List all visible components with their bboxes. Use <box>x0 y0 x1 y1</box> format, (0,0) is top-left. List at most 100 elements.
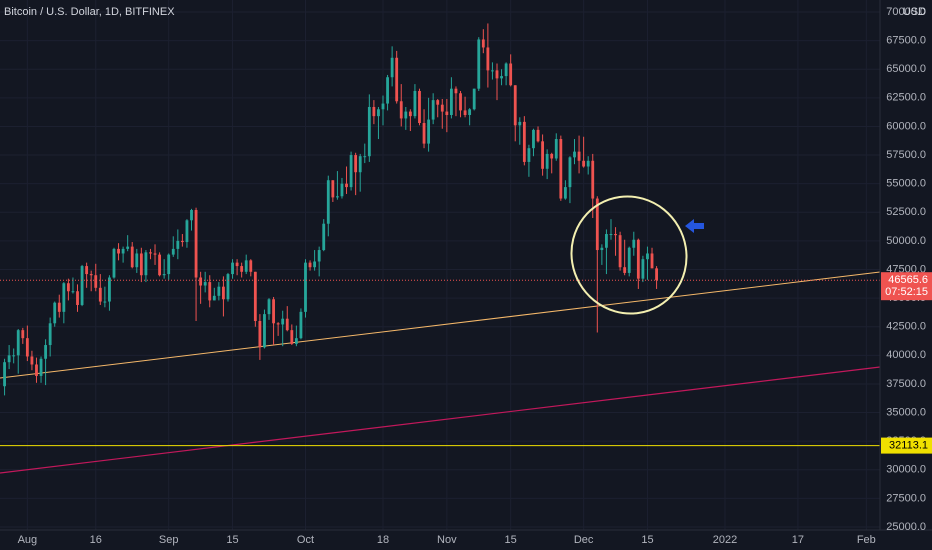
candle-body <box>591 160 595 199</box>
y-tick-label: 70000.0 <box>886 6 926 18</box>
candle-body <box>98 287 102 302</box>
candle-body <box>513 85 517 126</box>
candle-body <box>595 198 599 251</box>
candle-body <box>413 90 417 117</box>
candle-body <box>16 330 20 356</box>
candle-body <box>522 121 526 162</box>
candle-body <box>130 246 134 268</box>
candle-body <box>605 234 608 248</box>
candle-body <box>504 63 508 77</box>
candle-body <box>235 262 239 267</box>
plot-area <box>0 23 881 474</box>
annotations <box>570 195 704 315</box>
x-tick-label: Nov <box>437 534 457 546</box>
candle-body <box>294 338 298 344</box>
candle-body <box>240 266 244 272</box>
candle-body <box>199 277 203 286</box>
candle-body <box>3 362 6 387</box>
candle-body <box>331 180 335 198</box>
x-tick-label: 2022 <box>713 534 737 546</box>
y-tick-label: 50000.0 <box>886 235 926 247</box>
y-tick-label: 60000.0 <box>886 120 926 132</box>
candle-body <box>481 39 485 48</box>
candle-body <box>39 358 43 376</box>
candle-body <box>550 153 554 159</box>
candle-body <box>80 266 84 305</box>
x-tick-label: Feb <box>857 534 876 546</box>
candle-body <box>57 302 61 312</box>
candle-body <box>112 248 116 278</box>
candle-body <box>53 302 57 324</box>
candle-body <box>158 254 161 276</box>
candle-body <box>94 275 98 288</box>
candle-body <box>304 262 307 312</box>
candle-body <box>646 253 649 260</box>
candle-body <box>500 76 503 79</box>
candle-body <box>349 155 353 188</box>
currency-label: USD <box>903 6 926 18</box>
candle-body <box>135 253 139 268</box>
candle-body <box>71 291 75 293</box>
candle-body <box>486 47 490 71</box>
candle-body <box>518 121 522 126</box>
y-tick-label: 57500.0 <box>886 149 926 161</box>
candle-body <box>573 151 576 158</box>
candle-body <box>322 223 326 251</box>
candle-body <box>404 111 408 119</box>
candle-body <box>618 235 622 268</box>
candle-body <box>103 301 107 303</box>
candle-body <box>162 274 166 276</box>
x-tick-label: Sep <box>159 534 179 546</box>
candle-body <box>249 260 253 272</box>
candle-body <box>563 187 567 199</box>
candle-body <box>44 345 48 359</box>
axes: 25000.027500.030000.032500.035000.037500… <box>18 6 932 546</box>
candle-body <box>600 247 604 251</box>
x-tick-label: Oct <box>297 534 314 546</box>
candle-body <box>217 286 221 296</box>
y-tick-label: 62500.0 <box>886 92 926 104</box>
candle-body <box>623 267 627 273</box>
candle-body <box>536 129 540 142</box>
candle-body <box>272 299 275 324</box>
countdown-label: 07:52:15 <box>885 286 928 298</box>
candle-body <box>290 330 294 344</box>
candle-body <box>263 314 266 348</box>
candle-body <box>568 157 572 188</box>
trend-line <box>0 366 881 474</box>
candle-body <box>149 252 152 254</box>
candle-body <box>231 262 234 275</box>
candle-body <box>253 271 257 321</box>
candle-body <box>7 355 11 363</box>
candle-body <box>244 260 248 272</box>
x-tick-label: Aug <box>18 534 38 546</box>
candle-body <box>491 70 494 72</box>
y-tick-label: 37500.0 <box>886 378 926 390</box>
candle-body <box>431 100 435 120</box>
candle-body <box>614 234 617 236</box>
candle-body <box>395 57 399 102</box>
candle-body <box>495 70 499 79</box>
grid <box>0 0 880 530</box>
y-tick-label: 35000.0 <box>886 406 926 418</box>
candle-body <box>139 253 143 276</box>
candle-body <box>577 151 581 161</box>
candle-body <box>399 101 403 119</box>
candle-body <box>226 274 230 300</box>
candle-body <box>121 248 125 254</box>
candle-body <box>285 318 289 331</box>
x-tick-label: 15 <box>505 534 517 546</box>
candle-body <box>190 209 193 221</box>
candle-body <box>267 299 271 315</box>
candle-body <box>335 196 339 198</box>
x-tick-label: 15 <box>641 534 653 546</box>
candle-body <box>390 57 394 78</box>
y-tick-label: 52500.0 <box>886 206 926 218</box>
candle-body <box>472 88 476 110</box>
candle-body <box>418 90 421 124</box>
chart-title: Bitcoin / U.S. Dollar, 1D, BITFINEX <box>4 6 175 18</box>
x-tick-label: 15 <box>226 534 238 546</box>
candle-body <box>377 109 380 117</box>
candle-body <box>449 88 453 115</box>
y-tick-label: 65000.0 <box>886 63 926 75</box>
